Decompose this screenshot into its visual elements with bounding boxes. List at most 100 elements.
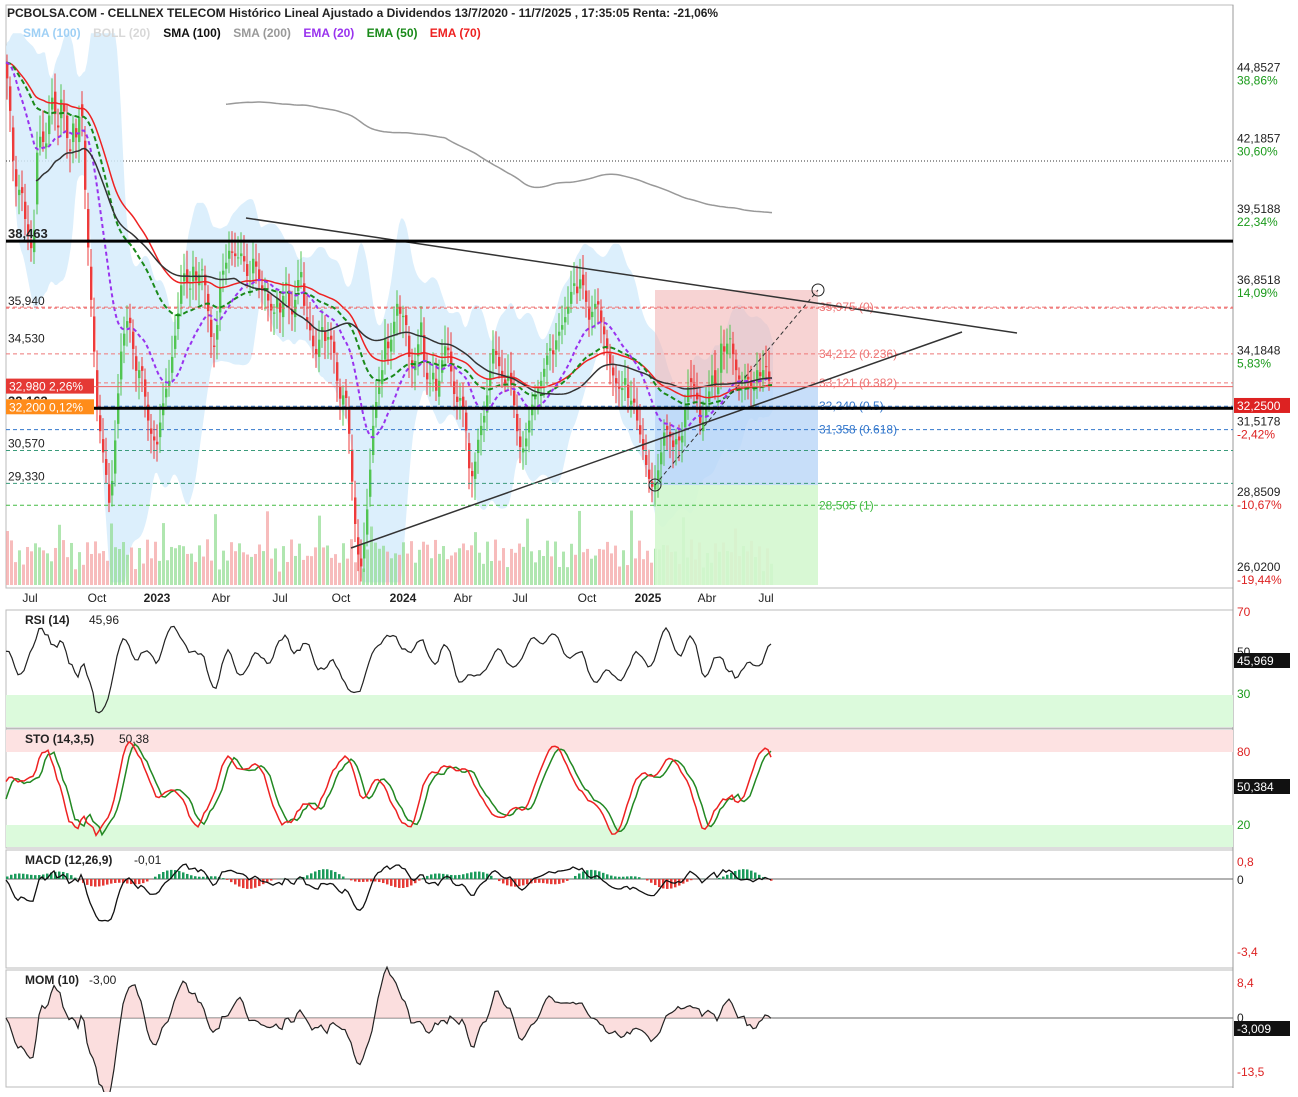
candle-body bbox=[69, 149, 71, 151]
candle-body bbox=[561, 325, 563, 330]
volume-bar bbox=[114, 547, 117, 585]
y-tick-pct-0: 38,86% bbox=[1237, 74, 1278, 88]
candle-body bbox=[129, 318, 131, 323]
candle-body bbox=[462, 397, 464, 408]
candle-body bbox=[258, 269, 260, 280]
volume-bar bbox=[422, 542, 425, 585]
macd-hist-bar bbox=[466, 873, 469, 879]
macd-hist-bar bbox=[402, 879, 405, 888]
macd-hist-bar bbox=[518, 879, 521, 886]
macd-hist-bar bbox=[106, 879, 109, 885]
macd-hist-bar bbox=[322, 869, 325, 879]
x-tick-0: Jul bbox=[22, 591, 37, 605]
macd-hist-bar bbox=[190, 875, 193, 879]
macd-hist-bar bbox=[646, 879, 649, 880]
y-tick-pct-5: -2,42% bbox=[1237, 427, 1275, 441]
candle-body bbox=[579, 279, 581, 288]
volume-bar bbox=[58, 525, 61, 585]
macd-hist-bar bbox=[90, 879, 93, 886]
macd-hist-bar bbox=[574, 876, 577, 879]
candle-body bbox=[342, 395, 344, 404]
volume-bar bbox=[202, 557, 205, 585]
macd-hist-bar bbox=[498, 879, 501, 881]
candle-body bbox=[105, 459, 107, 475]
indicator-value-1: 50,38 bbox=[119, 732, 149, 746]
macd-hist-bar bbox=[458, 875, 461, 879]
candle-body bbox=[255, 261, 257, 266]
volume-bar bbox=[594, 556, 597, 585]
indicator-value-0: 45,96 bbox=[89, 613, 119, 627]
volume-bar bbox=[158, 561, 161, 585]
volume-bar bbox=[378, 549, 381, 585]
macd-hist-bar bbox=[194, 876, 197, 879]
candle-body bbox=[420, 322, 422, 337]
candle-body bbox=[633, 399, 635, 403]
macd-hist-bar bbox=[654, 879, 657, 885]
volume-bar bbox=[314, 547, 317, 585]
macd-hist-bar bbox=[198, 877, 201, 879]
x-tick-7: Abr bbox=[454, 591, 473, 605]
volume-bar bbox=[394, 553, 397, 585]
volume-bar bbox=[334, 554, 337, 585]
volume-bar bbox=[34, 543, 37, 585]
candle-body bbox=[228, 251, 230, 259]
volume-bar bbox=[90, 554, 93, 585]
volume-bar bbox=[190, 554, 193, 585]
macd-hist-bar bbox=[610, 876, 613, 879]
candle-body bbox=[732, 344, 734, 355]
macd-hist-bar bbox=[550, 879, 553, 884]
candle-body bbox=[477, 440, 479, 453]
macd-hist-bar bbox=[330, 870, 333, 879]
candle-body bbox=[39, 137, 41, 148]
candle-body bbox=[36, 153, 38, 205]
candle-body bbox=[435, 379, 437, 391]
volume-bar bbox=[86, 542, 89, 585]
candle-body bbox=[378, 387, 380, 394]
x-tick-3: Abr bbox=[212, 591, 231, 605]
candle-body bbox=[555, 340, 557, 349]
candle-body bbox=[9, 86, 11, 111]
candle-body bbox=[747, 377, 749, 380]
macd-hist-bar bbox=[730, 873, 733, 879]
macd-hist-bar bbox=[634, 876, 637, 879]
volume-bar bbox=[70, 543, 73, 585]
candle-body bbox=[312, 336, 314, 347]
sto-overbought-zone bbox=[6, 730, 1233, 752]
x-tick-11: Abr bbox=[698, 591, 717, 605]
macd-hist-bar bbox=[750, 871, 753, 879]
macd-hist-bar bbox=[114, 879, 117, 883]
macd-hist-bar bbox=[146, 879, 149, 881]
macd-hist-bar bbox=[746, 869, 749, 879]
candle-body bbox=[57, 125, 59, 127]
indicator-panel-frame-2 bbox=[6, 850, 1233, 968]
volume-bar bbox=[242, 552, 245, 585]
macd-hist-bar bbox=[638, 877, 641, 879]
macd-hist-bar bbox=[602, 873, 605, 879]
candle-body bbox=[360, 558, 362, 566]
macd-hist-bar bbox=[558, 879, 561, 884]
candle-body bbox=[132, 332, 134, 349]
macd-hist-bar bbox=[670, 879, 673, 889]
candle-body bbox=[171, 357, 173, 373]
candle-body bbox=[657, 470, 659, 479]
macd-hist-bar bbox=[506, 879, 509, 885]
candle-body bbox=[558, 332, 560, 336]
volume-bar bbox=[154, 542, 157, 585]
candle-body bbox=[90, 267, 92, 300]
indicator-tag-3: -3,009 bbox=[1237, 1022, 1271, 1036]
volume-bar bbox=[610, 553, 613, 585]
sto-k-line bbox=[6, 742, 771, 835]
macd-hist-bar bbox=[334, 872, 337, 879]
candle-body bbox=[543, 369, 545, 377]
candle-body bbox=[663, 432, 665, 445]
volume-bar bbox=[206, 539, 209, 585]
macd-hist-bar bbox=[562, 879, 565, 883]
candle-body bbox=[609, 354, 611, 363]
legend-item-2: SMA (100) bbox=[163, 26, 221, 40]
candle-body bbox=[567, 307, 569, 314]
candle-body bbox=[336, 362, 338, 381]
volume-bar bbox=[526, 519, 529, 585]
volume-bar bbox=[250, 557, 253, 585]
candle-body bbox=[6, 62, 8, 78]
candle-body bbox=[768, 371, 770, 380]
